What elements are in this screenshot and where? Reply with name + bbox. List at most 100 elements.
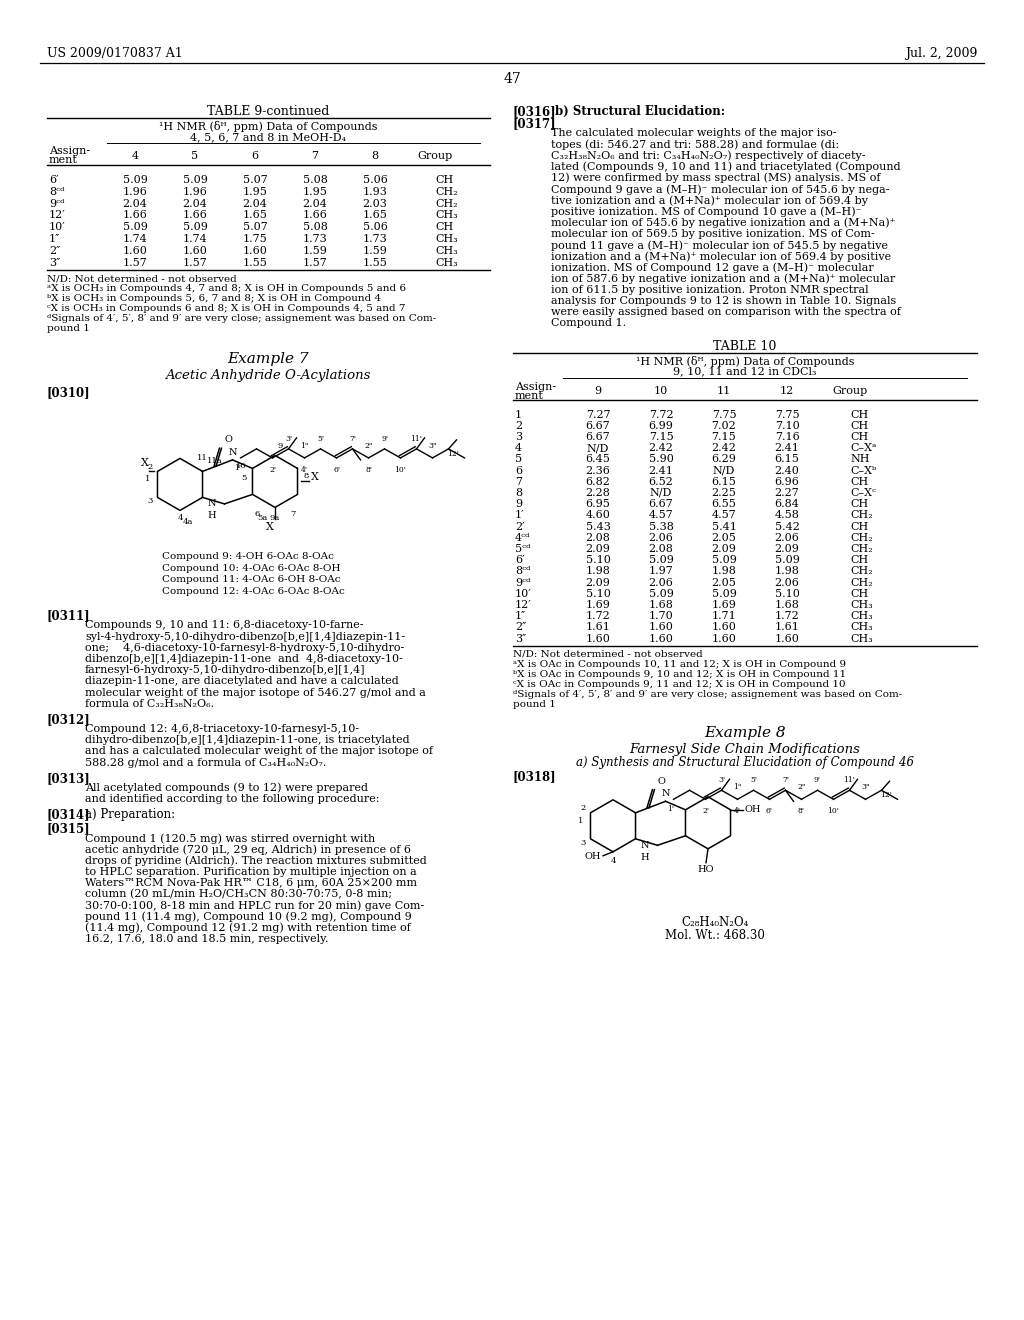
Text: and has a calculated molecular weight of the major isotope of: and has a calculated molecular weight of… <box>85 746 433 756</box>
Text: Compounds 9, 10 and 11: 6,8-diacetoxy-10-farne-: Compounds 9, 10 and 11: 6,8-diacetoxy-10… <box>85 620 364 631</box>
Text: 12′: 12′ <box>49 210 66 220</box>
Text: pound 1: pound 1 <box>513 700 556 709</box>
Text: 1.55: 1.55 <box>243 257 267 268</box>
Text: ᵈSignals of 4′, 5′, 8′ and 9′ are very close; assignement was based on Com-: ᵈSignals of 4′, 5′, 8′ and 9′ are very c… <box>47 314 436 323</box>
Text: 2.05: 2.05 <box>712 578 736 587</box>
Text: 5ᶜᵈ: 5ᶜᵈ <box>515 544 530 554</box>
Text: OH: OH <box>585 853 601 862</box>
Text: C₂₈H₄₀N₂O₄: C₂₈H₄₀N₂O₄ <box>681 916 749 929</box>
Text: N/D: N/D <box>650 488 672 498</box>
Text: 2": 2" <box>365 442 373 450</box>
Text: N: N <box>662 789 670 799</box>
Text: 5.10: 5.10 <box>586 589 610 599</box>
Text: All acetylated compounds (9 to 12) were prepared: All acetylated compounds (9 to 12) were … <box>85 783 368 793</box>
Text: 2': 2' <box>702 808 709 816</box>
Text: 1.55: 1.55 <box>362 257 387 268</box>
Text: N: N <box>228 447 237 457</box>
Text: 2.04: 2.04 <box>182 198 208 209</box>
Text: analysis for Compounds 9 to 12 is shown in Table 10. Signals: analysis for Compounds 9 to 12 is shown … <box>551 296 896 306</box>
Text: 2: 2 <box>147 463 154 471</box>
Text: 1.65: 1.65 <box>243 210 267 220</box>
Text: 1.74: 1.74 <box>182 234 208 244</box>
Text: CH₃: CH₃ <box>435 234 458 244</box>
Text: drops of pyridine (Aldrich). The reaction mixtures submitted: drops of pyridine (Aldrich). The reactio… <box>85 855 427 866</box>
Text: 4.57: 4.57 <box>712 511 736 520</box>
Text: 2: 2 <box>515 421 522 430</box>
Text: 4.60: 4.60 <box>586 511 610 520</box>
Text: 1.73: 1.73 <box>303 234 328 244</box>
Text: 12′: 12′ <box>515 601 531 610</box>
Text: 11': 11' <box>411 434 423 444</box>
Text: 7.15: 7.15 <box>648 432 674 442</box>
Text: 16.2, 17.6, 18.0 and 18.5 min, respectively.: 16.2, 17.6, 18.0 and 18.5 min, respectiv… <box>85 935 329 944</box>
Text: 3: 3 <box>147 498 154 506</box>
Text: 2.28: 2.28 <box>586 488 610 498</box>
Text: Jul. 2, 2009: Jul. 2, 2009 <box>904 48 977 59</box>
Text: CH₂: CH₂ <box>850 533 872 543</box>
Text: ᵇX is OAc in Compounds 9, 10 and 12; X is OH in Compound 11: ᵇX is OAc in Compounds 9, 10 and 12; X i… <box>513 669 846 678</box>
Text: 6.67: 6.67 <box>586 432 610 442</box>
Text: 6′: 6′ <box>49 176 58 185</box>
Text: 10: 10 <box>654 385 668 396</box>
Text: 4: 4 <box>610 857 615 865</box>
Text: [0312]: [0312] <box>47 713 91 726</box>
Text: 1.68: 1.68 <box>774 601 800 610</box>
Text: 2.42: 2.42 <box>712 444 736 453</box>
Text: 6.45: 6.45 <box>586 454 610 465</box>
Text: 5: 5 <box>191 150 199 161</box>
Text: 6′: 6′ <box>515 556 524 565</box>
Text: 1.60: 1.60 <box>774 634 800 644</box>
Text: 2″: 2″ <box>49 246 60 256</box>
Text: 5: 5 <box>242 474 247 482</box>
Text: 5.41: 5.41 <box>712 521 736 532</box>
Text: 8': 8' <box>798 808 805 816</box>
Text: 9a: 9a <box>270 515 281 523</box>
Text: 1″: 1″ <box>49 234 60 244</box>
Text: 1.61: 1.61 <box>774 623 800 632</box>
Text: CH₂: CH₂ <box>435 187 458 197</box>
Text: 1.60: 1.60 <box>648 623 674 632</box>
Text: 2.06: 2.06 <box>774 578 800 587</box>
Text: 2″: 2″ <box>515 623 526 632</box>
Text: 5.09: 5.09 <box>712 556 736 565</box>
Text: 1.72: 1.72 <box>586 611 610 622</box>
Text: 2.04: 2.04 <box>302 198 328 209</box>
Text: 6: 6 <box>252 150 259 161</box>
Text: CH: CH <box>850 556 868 565</box>
Text: 1.96: 1.96 <box>182 187 208 197</box>
Text: 12': 12' <box>881 791 893 800</box>
Text: 5.09: 5.09 <box>123 176 147 185</box>
Text: 9: 9 <box>515 499 522 510</box>
Text: 3: 3 <box>515 432 522 442</box>
Text: 1.69: 1.69 <box>712 601 736 610</box>
Text: 6': 6' <box>333 466 340 474</box>
Text: Farnesyl Side Chain Modifications: Farnesyl Side Chain Modifications <box>630 743 860 756</box>
Text: 4': 4' <box>734 808 741 816</box>
Text: 5.08: 5.08 <box>302 222 328 232</box>
Text: Compound 11: 4-OAc 6-OH 8-OAc: Compound 11: 4-OAc 6-OH 8-OAc <box>162 576 341 585</box>
Text: ᶜX is OCH₃ in Compounds 6 and 8; X is OH in Compounds 4, 5 and 7: ᶜX is OCH₃ in Compounds 6 and 8; X is OH… <box>47 305 406 313</box>
Text: 10′: 10′ <box>515 589 531 599</box>
Text: 2.09: 2.09 <box>712 544 736 554</box>
Text: pound 11 (11.4 mg), Compound 10 (9.2 mg), Compound 9: pound 11 (11.4 mg), Compound 10 (9.2 mg)… <box>85 912 412 923</box>
Text: [0313]: [0313] <box>47 772 91 785</box>
Text: CH: CH <box>850 521 868 532</box>
Text: 1.71: 1.71 <box>712 611 736 622</box>
Text: 5': 5' <box>750 776 757 784</box>
Text: ᵃX is OCH₃ in Compounds 4, 7 and 8; X is OH in Compounds 5 and 6: ᵃX is OCH₃ in Compounds 4, 7 and 8; X is… <box>47 284 406 293</box>
Text: Example 8: Example 8 <box>705 726 785 739</box>
Text: N: N <box>641 841 649 850</box>
Text: 1.66: 1.66 <box>302 210 328 220</box>
Text: C–Xᵇ: C–Xᵇ <box>850 466 877 475</box>
Text: molecular weight of the major isotope of 546.27 g/mol and a: molecular weight of the major isotope of… <box>85 688 426 697</box>
Text: to HPLC separation. Purification by multiple injection on a: to HPLC separation. Purification by mult… <box>85 867 417 876</box>
Text: 5.09: 5.09 <box>123 222 147 232</box>
Text: ᶜX is OAc in Compounds 9, 11 and 12; X is OH in Compound 10: ᶜX is OAc in Compounds 9, 11 and 12; X i… <box>513 680 846 689</box>
Text: syl-4-hydroxy-5,10-dihydro-dibenzo[b,e][1,4]diazepin-11-: syl-4-hydroxy-5,10-dihydro-dibenzo[b,e][… <box>85 631 406 642</box>
Text: 9, 10, 11 and 12 in CDCl₃: 9, 10, 11 and 12 in CDCl₃ <box>673 367 817 376</box>
Text: CH₂: CH₂ <box>850 578 872 587</box>
Text: 12) were confirmed by mass spectral (MS) analysis. MS of: 12) were confirmed by mass spectral (MS)… <box>551 173 881 183</box>
Text: 5.09: 5.09 <box>648 556 674 565</box>
Text: 1.60: 1.60 <box>586 634 610 644</box>
Text: 1.98: 1.98 <box>774 566 800 577</box>
